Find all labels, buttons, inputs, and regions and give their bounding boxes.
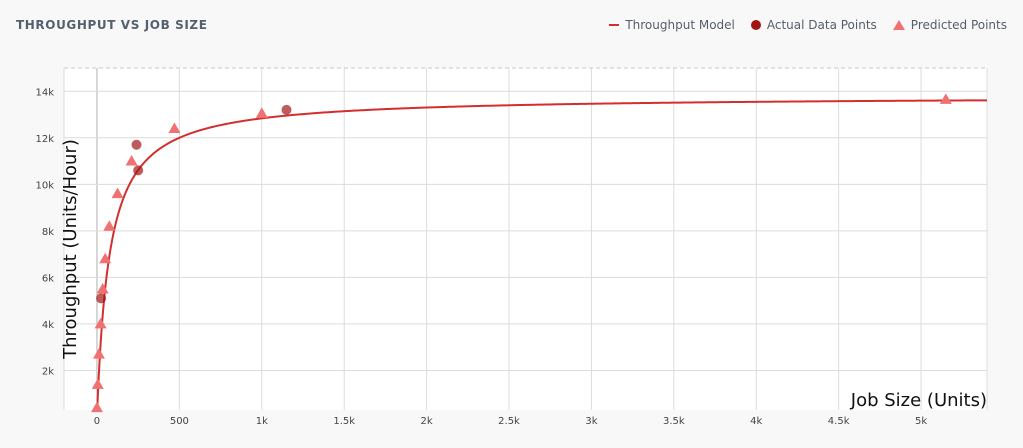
legend-label-actual: Actual Data Points [766,18,877,32]
x-tick-label: 2k [421,416,433,427]
model-line [96,99,988,411]
y-tick-label: 6k [42,273,54,284]
legend-label-predicted: Predicted Points [910,18,1007,32]
legend-item-actual[interactable]: Actual Data Points [750,18,877,32]
predicted-point [939,93,952,104]
predicted-point [90,401,103,413]
predicted-point [111,187,124,199]
y-tick-label: 14k [35,87,54,98]
actual-point [131,139,142,150]
chart-title: THROUGHPUT VS JOB SIZE [16,18,208,32]
actual-point [281,104,292,115]
legend-label-model: Throughput Model [625,18,735,32]
y-tick-label: 8k [42,227,54,238]
plot-background [64,68,987,410]
x-tick-label: 0 [94,416,100,427]
predicted-point [125,155,138,166]
legend-line-swatch [609,24,620,26]
x-tick-label: 5k [915,416,927,427]
y-tick-label: 2k [42,366,54,377]
chart-legend: Throughput Model Actual Data Points Pred… [609,18,1007,32]
y-tick-label: 10k [35,180,54,191]
x-axis-title: Job Size (Units) [850,390,987,411]
x-tick-label: 4.5k [828,416,850,427]
y-axis-title: Throughput (Units/Hour) [60,139,81,360]
predicted-point [91,378,104,389]
actual-point [96,293,107,304]
predicted-point [103,220,116,231]
predicted-point [94,317,107,329]
x-tick-label: 3k [585,416,597,427]
predicted-point [255,107,268,118]
actual-point [133,165,144,176]
x-tick-label: 2.5k [498,416,520,427]
y-tick-label: 4k [42,320,54,331]
x-tick-label: 1.5k [333,416,355,427]
x-tick-label: 1k [256,416,268,427]
predicted-point [96,283,109,294]
predicted-point [168,122,181,133]
legend-item-model[interactable]: Throughput Model [609,18,735,32]
predicted-point [92,348,105,359]
predicted-point [99,252,112,264]
x-tick-label: 500 [170,416,189,427]
legend-triangle-swatch [892,20,905,30]
legend-circle-swatch [750,20,761,30]
legend-item-predicted[interactable]: Predicted Points [892,18,1007,32]
x-tick-label: 4k [750,416,762,427]
x-tick-label: 3.5k [663,416,685,427]
y-tick-label: 12k [35,134,54,145]
